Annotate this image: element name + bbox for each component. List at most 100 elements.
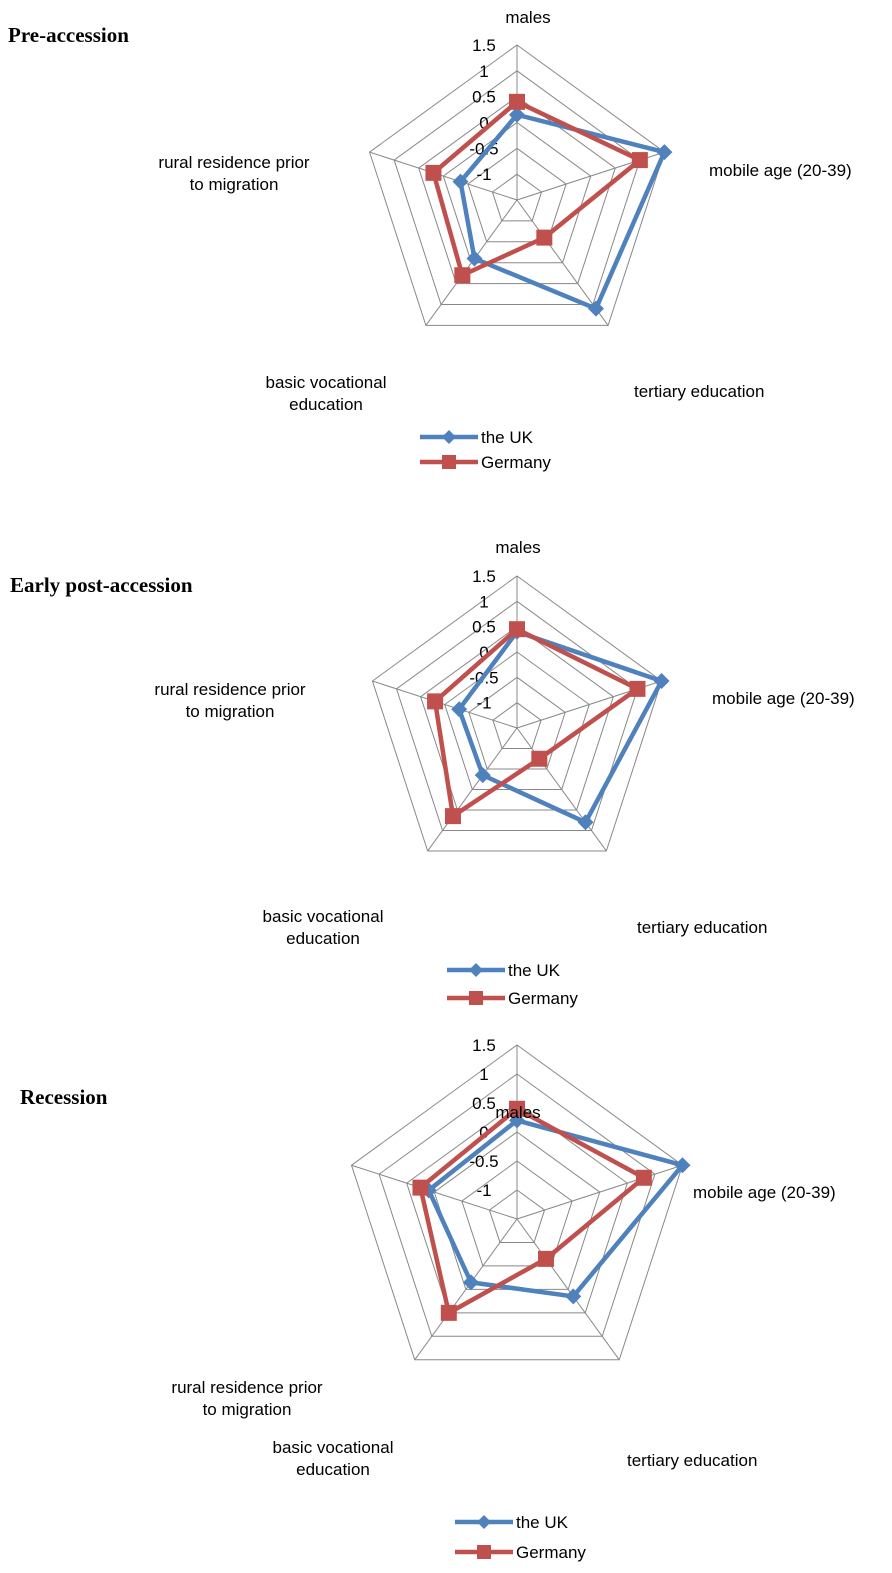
legend-item-germany: Germany — [516, 1543, 586, 1562]
axis-label: rural residence prior to migration — [171, 1378, 323, 1419]
germany-point — [509, 621, 525, 638]
radar-panel-3: Recession 1.5 1 0.5 0 -0.5 -1 males mobile age (… — [20, 1036, 836, 1562]
grid-ring — [488, 1189, 546, 1243]
tick-label: 0 — [479, 1123, 488, 1142]
panel-title: Recession — [20, 1085, 108, 1109]
axis-label: males — [505, 8, 550, 27]
spoke-line — [372, 680, 518, 729]
legend: the UK Germany — [420, 428, 551, 472]
grid-ring — [368, 44, 666, 326]
tick-label: -0.5 — [469, 1152, 498, 1171]
axis-label: mobile age (20-39) — [712, 689, 855, 708]
spoke-line — [516, 727, 607, 852]
tick-label: 1 — [479, 592, 488, 611]
legend-square-marker — [442, 455, 456, 469]
legend-item-uk: the UK — [481, 428, 534, 447]
series-line-germany — [432, 626, 640, 819]
axis-label: mobile age (20-39) — [693, 1183, 836, 1202]
grid-ring — [467, 147, 567, 243]
radar-panel-2: Early post-accession 1.510.50-0.5-1malesm… — [10, 538, 855, 1008]
tick-label: 1.5 — [472, 36, 496, 55]
spoke-line — [427, 727, 518, 852]
tick-label: -1 — [476, 165, 491, 184]
germany-point — [536, 229, 553, 246]
tick-label: -1 — [476, 694, 491, 713]
axis-label: basic vocational education — [263, 907, 384, 948]
legend-diamond-marker — [469, 963, 483, 977]
legend: the UK Germany — [455, 1513, 586, 1562]
axis-label: tertiary education — [634, 382, 764, 401]
series-line-uk — [456, 629, 664, 825]
germany-point — [635, 1169, 652, 1186]
axis-label: basic vocational education — [273, 1438, 394, 1479]
legend-diamond-marker — [442, 430, 456, 444]
legend-square-marker — [469, 991, 483, 1005]
spoke-line — [516, 1218, 620, 1361]
series-line-germany — [418, 1106, 647, 1316]
uk-point — [656, 144, 673, 161]
tick-label: 1.5 — [472, 567, 496, 586]
axis-label: males — [495, 538, 540, 557]
panel-title: Pre-accession — [8, 23, 129, 47]
grid-ring — [492, 702, 542, 749]
uk-point — [462, 1274, 479, 1291]
tick-label: 1 — [479, 62, 488, 81]
axis-label: tertiary education — [637, 918, 767, 937]
legend-item-germany: Germany — [481, 453, 551, 472]
grid-ring — [395, 600, 639, 831]
series-line-uk — [458, 112, 667, 311]
legend-item-germany: Germany — [508, 989, 578, 1008]
grid-ring — [393, 70, 641, 305]
legend-square-marker — [477, 1545, 491, 1559]
axis-label: mobile age (20-39) — [709, 161, 852, 180]
germany-point — [509, 1100, 525, 1117]
uk-point — [474, 767, 491, 784]
legend: the UK Germany — [447, 961, 578, 1008]
tick-label: 0 — [479, 643, 488, 662]
germany-point — [425, 164, 442, 181]
grid-ring — [461, 1160, 573, 1267]
spoke-line — [369, 151, 518, 201]
tick-label: 0 — [479, 114, 488, 133]
uk-point — [452, 173, 469, 190]
grid-ring — [406, 1102, 628, 1314]
grid-ring — [350, 1044, 684, 1361]
germany-point — [531, 750, 548, 767]
germany-point — [412, 1179, 429, 1196]
uk-point — [509, 106, 525, 123]
grid-ring — [420, 626, 614, 811]
germany-point — [444, 808, 461, 825]
legend-item-uk: the UK — [516, 1513, 569, 1532]
germany-point — [440, 1304, 457, 1321]
uk-point — [674, 1157, 691, 1174]
axis-label: tertiary education — [627, 1451, 757, 1470]
panel-title: Early post-accession — [10, 573, 193, 597]
grid-ring — [418, 96, 616, 285]
uk-point — [466, 250, 483, 267]
tick-label: 0.5 — [472, 618, 496, 637]
germany-point — [509, 93, 525, 110]
spoke-line — [414, 1218, 518, 1361]
uk-point — [577, 814, 594, 831]
uk-point — [565, 1288, 582, 1305]
germany-point — [537, 1250, 554, 1267]
germany-point — [454, 267, 471, 284]
germany-point — [427, 693, 444, 710]
axis-label: rural residence prior to migration — [158, 153, 310, 194]
uk-point — [451, 701, 468, 718]
spoke-line — [516, 1164, 683, 1220]
grid-ring — [491, 173, 543, 222]
grid-ring — [442, 121, 592, 264]
grid-ring — [371, 575, 663, 852]
series-line-germany — [431, 99, 643, 278]
series-line-uk — [426, 1118, 685, 1299]
grid-ring — [378, 1073, 656, 1337]
legend-item-uk: the UK — [508, 961, 561, 980]
uk-point — [587, 300, 604, 317]
tick-label: 1 — [479, 1065, 488, 1084]
grid-ring — [468, 676, 566, 770]
axis-label: rural residence prior to migration — [154, 680, 306, 721]
tick-label: 0.5 — [472, 1094, 496, 1113]
tick-label: 1.5 — [472, 1036, 496, 1055]
